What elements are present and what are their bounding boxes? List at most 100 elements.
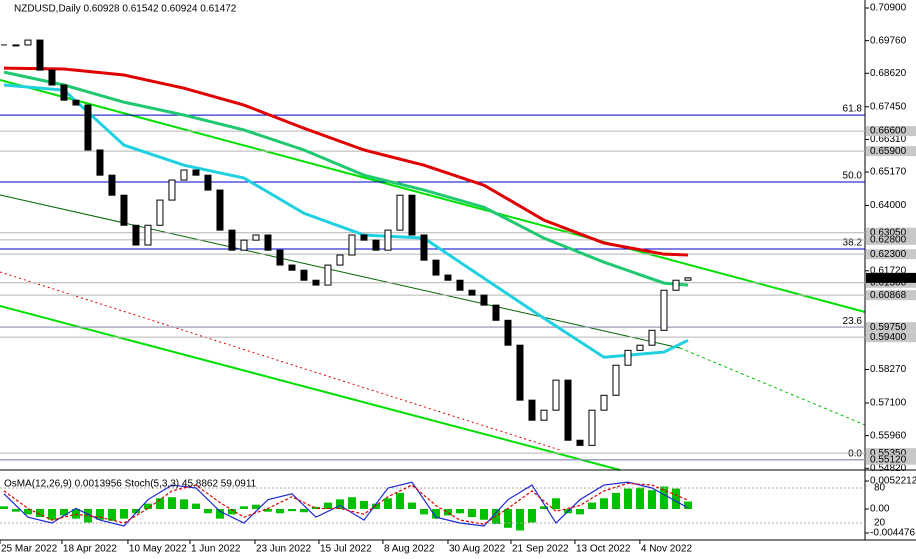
current-price-bg (866, 272, 916, 283)
candle (252, 234, 260, 241)
level-label: 0.65900 (870, 146, 907, 157)
osma-bar (515, 509, 524, 531)
osma-bar (23, 509, 32, 515)
candle (324, 264, 332, 286)
osma-tick-label: -0.004476 (870, 528, 915, 539)
osma-bar (239, 506, 248, 510)
candle (624, 349, 632, 366)
osma-bar (443, 509, 452, 516)
candle (492, 304, 500, 321)
osma-bar (635, 487, 644, 510)
level-label-bg (866, 332, 916, 343)
candle (660, 289, 668, 331)
candle (60, 84, 68, 101)
osma-bar (155, 498, 164, 510)
osma-bar (479, 509, 488, 520)
candle (108, 174, 116, 196)
osma-bar (11, 509, 20, 512)
osma-bar (215, 509, 224, 519)
candle (84, 104, 92, 151)
channel-line (0, 194, 681, 349)
osma-bar (299, 509, 308, 513)
candle (420, 234, 428, 261)
candle (672, 279, 680, 291)
indicator-title: OsMA(12,26,9) 0.0013956 Stoch(5,3,3) 45.… (4, 479, 257, 490)
level-label: 0.61300 (870, 277, 907, 288)
y-tick-label: 0.64000 (870, 200, 907, 211)
candle (576, 439, 584, 446)
osma-bar (371, 503, 380, 510)
osma-bar (539, 506, 548, 510)
candle (552, 379, 560, 411)
candle (612, 364, 620, 396)
osma-bar (59, 509, 68, 516)
osma-bar (119, 509, 128, 519)
osma-bar (671, 488, 680, 510)
y-tick-label: 0.55960 (870, 430, 907, 441)
x-tick-label: 10 May 2022 (129, 544, 187, 555)
fib-label: 0.0 (848, 448, 862, 459)
x-tick-label: 8 Aug 2022 (384, 544, 435, 555)
osma-bar (647, 490, 656, 510)
candle (432, 259, 440, 276)
candle (372, 239, 380, 251)
osma-bar (335, 499, 344, 510)
osma-bar (311, 506, 320, 510)
level-label-bg (866, 322, 916, 333)
osma-tick-label: 0.0052212 (870, 476, 916, 487)
x-tick-label: 4 Nov 2022 (641, 544, 693, 555)
candle (396, 194, 404, 231)
osma-bar (419, 509, 428, 515)
chart-title: NZDUSD,Daily 0.60928 0.61542 0.60924 0.6… (14, 4, 237, 15)
x-tick-label: 30 Aug 2022 (449, 544, 506, 555)
stoch-line (3, 482, 689, 525)
candle (132, 224, 140, 246)
fib-label: 61.8 (843, 104, 863, 115)
candle (528, 399, 536, 421)
osma-bar (143, 503, 152, 510)
y-tick-label: 0.66310 (870, 134, 907, 145)
candle (264, 234, 272, 251)
candle (468, 289, 476, 296)
candle (300, 269, 308, 281)
y-tick-label: 0.68620 (870, 68, 907, 79)
x-tick-label: 21 Sep 2022 (512, 544, 569, 555)
osma-bar (179, 499, 188, 510)
level-label-bg (866, 290, 916, 301)
osma-bar (227, 509, 236, 515)
moving-average (3, 66, 689, 257)
osma-bar (347, 497, 356, 510)
fib-label: 50.0 (843, 171, 863, 182)
osma-bar (683, 501, 692, 510)
candle (276, 249, 284, 266)
osma-bar (467, 509, 476, 518)
candle (636, 344, 644, 351)
osma-bar (551, 498, 560, 510)
current-price-label: 0.61472 (870, 273, 907, 284)
y-tick-label: 0.67450 (870, 101, 907, 112)
osma-bar (659, 486, 668, 510)
candle (72, 99, 80, 106)
osma-bar (0, 506, 8, 510)
level-label: 0.59400 (870, 332, 907, 343)
candle (156, 199, 164, 226)
fib-label: 23.6 (843, 316, 863, 327)
y-tick-label: 0.69760 (870, 35, 907, 46)
candle (480, 294, 488, 306)
level-label: 0.63050 (870, 227, 907, 238)
candle (192, 169, 200, 176)
level-label-bg (866, 146, 916, 157)
osma-bar (251, 504, 260, 510)
level-label-bg (866, 227, 916, 238)
level-label-bg (866, 448, 916, 459)
osma-tick-label: 0.00 (870, 504, 890, 515)
osma-bar (83, 509, 92, 523)
osma-bar (395, 492, 404, 510)
osma-bar (599, 498, 608, 510)
osma-bar (47, 509, 56, 520)
osma-bar (167, 497, 176, 510)
y-tick-label: 0.70900 (870, 3, 907, 14)
x-tick-label: 23 Jun 2022 (256, 544, 311, 555)
level-label: 0.66600 (870, 126, 907, 137)
